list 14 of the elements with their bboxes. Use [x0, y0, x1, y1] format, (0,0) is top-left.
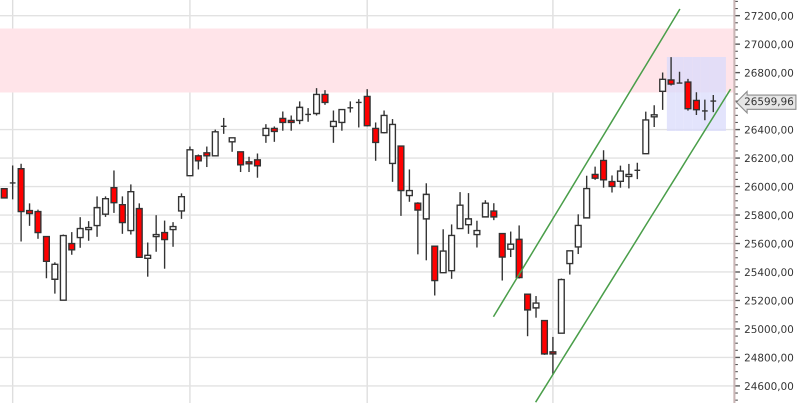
y-tick-label: 26599,96 [744, 97, 794, 106]
y-tick-label: 26200,00 [744, 154, 794, 164]
y-tick-label: 26000,00 [744, 182, 794, 192]
y-tick-label: 25000,00 [744, 325, 794, 334]
y-tick-label: 25600,00 [744, 240, 794, 249]
y-tick-label: 25800,00 [744, 211, 794, 220]
y-tick-label: 24600,00 [744, 382, 794, 392]
y-tick-label: 24800,00 [744, 354, 794, 363]
y-tick-label: 26800,00 [744, 68, 794, 78]
y-tick-label: 26400,00 [744, 126, 794, 135]
y-tick-label: 27000,00 [744, 40, 794, 50]
y-tick-label: 27200,00 [744, 12, 794, 21]
y-tick-label: 25200,00 [744, 296, 794, 306]
y-tick-label: 25400,00 [744, 268, 794, 278]
